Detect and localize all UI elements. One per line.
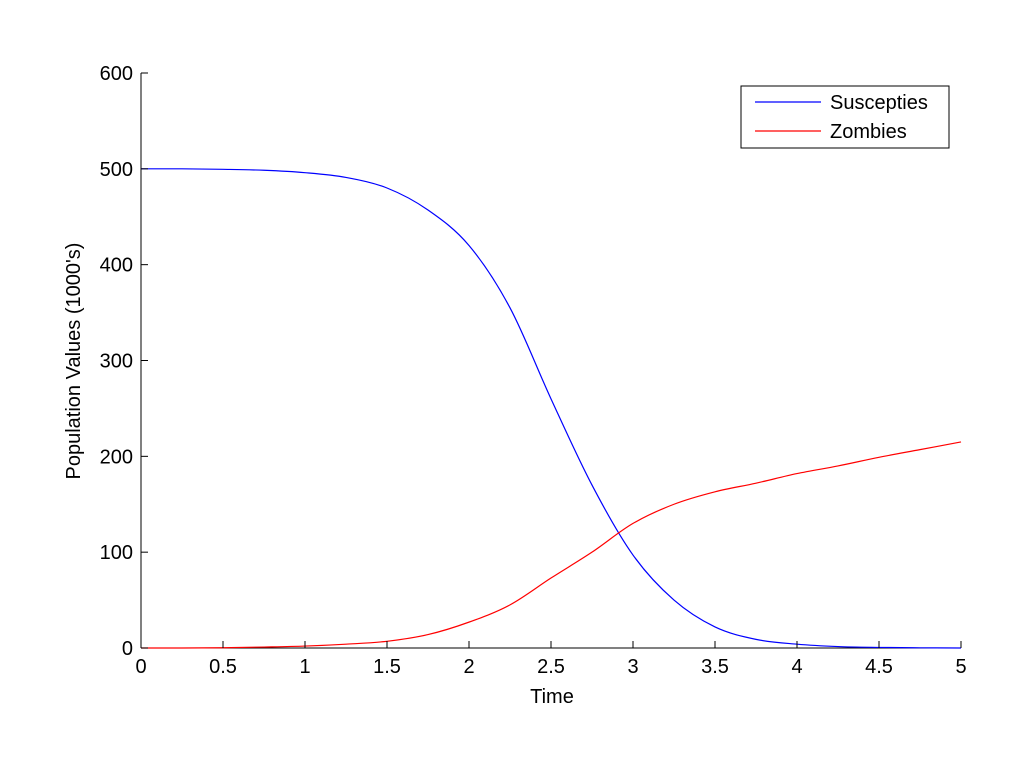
x-tick-label: 2.5 <box>537 656 565 678</box>
x-tick-label: 4 <box>791 656 802 678</box>
x-tick-label: 1 <box>299 656 310 678</box>
y-tick-label: 600 <box>100 63 133 85</box>
legend-box <box>740 85 950 149</box>
y-axis-ticks: 0 100 200 300 400 500 600 <box>100 63 148 660</box>
series-line-suscepties <box>140 168 962 649</box>
x-axis-ticks: 0 0.5 1 1.5 2 2.5 3 3.5 4 4.5 5 <box>135 641 967 678</box>
y-tick-label: 100 <box>100 542 133 564</box>
legend-label-suscepties: Suscepties <box>830 92 928 114</box>
y-tick-label: 400 <box>100 255 133 277</box>
y-tick-label: 0 <box>122 638 133 660</box>
x-axis-label: Time <box>530 686 574 708</box>
x-tick-label: 5 <box>955 656 966 678</box>
x-tick-label: 3.5 <box>701 656 729 678</box>
x-tick-label: 1.5 <box>373 656 401 678</box>
y-tick-label: 300 <box>100 351 133 373</box>
series-line-zombies <box>140 441 962 649</box>
x-tick-label: 0.5 <box>209 656 237 678</box>
plot-frame <box>140 73 961 649</box>
legend-label-zombies: Zombies <box>830 121 907 143</box>
series-lines <box>140 168 962 649</box>
x-tick-label: 2 <box>463 656 474 678</box>
x-tick-label: 3 <box>627 656 638 678</box>
y-tick-label: 500 <box>100 159 133 181</box>
x-tick-label: 4.5 <box>865 656 893 678</box>
x-tick-label: 0 <box>135 656 146 678</box>
y-tick-label: 200 <box>100 446 133 468</box>
legend: Suscepties Zombies <box>740 85 950 149</box>
y-axis-label: Population Values (1000's) <box>63 243 85 480</box>
